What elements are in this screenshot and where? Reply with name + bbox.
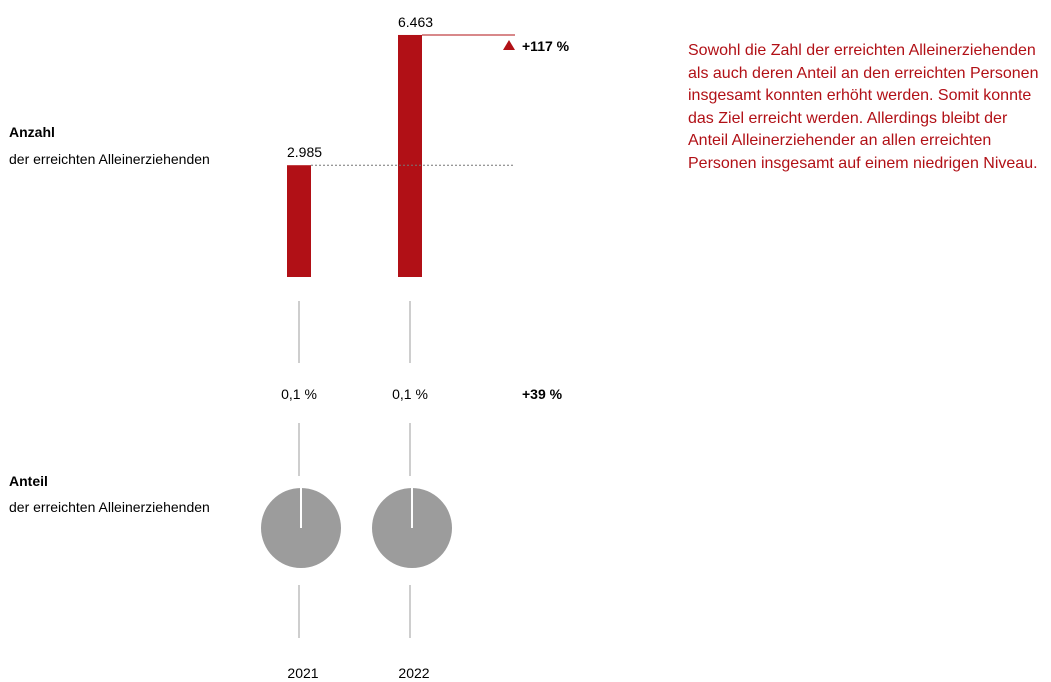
year-label-2021: 2021 [287,665,318,681]
share-subtitle: der erreichten Alleinerziehenden [9,499,210,515]
share-value-label-2022: 0,1 % [392,386,428,402]
share-change-label: +39 % [522,386,563,402]
bar-2021 [287,165,311,277]
bar-value-label-2021: 2.985 [287,144,322,160]
bar-2022 [398,34,422,278]
description-text: Sowohl die Zahl der erreichten Alleinerz… [688,42,1039,172]
count-title: Anzahl [9,124,55,140]
bar-change-label: +117 % [522,38,570,54]
year-label-2022: 2022 [398,665,429,681]
bar-value-label-2022: 6.463 [398,14,433,30]
count-subtitle: der erreichten Alleinerziehenden [9,151,210,167]
share-value-label-2021: 0,1 % [281,386,317,402]
share-title: Anteil [9,473,48,489]
triangle-up-icon [503,40,515,50]
